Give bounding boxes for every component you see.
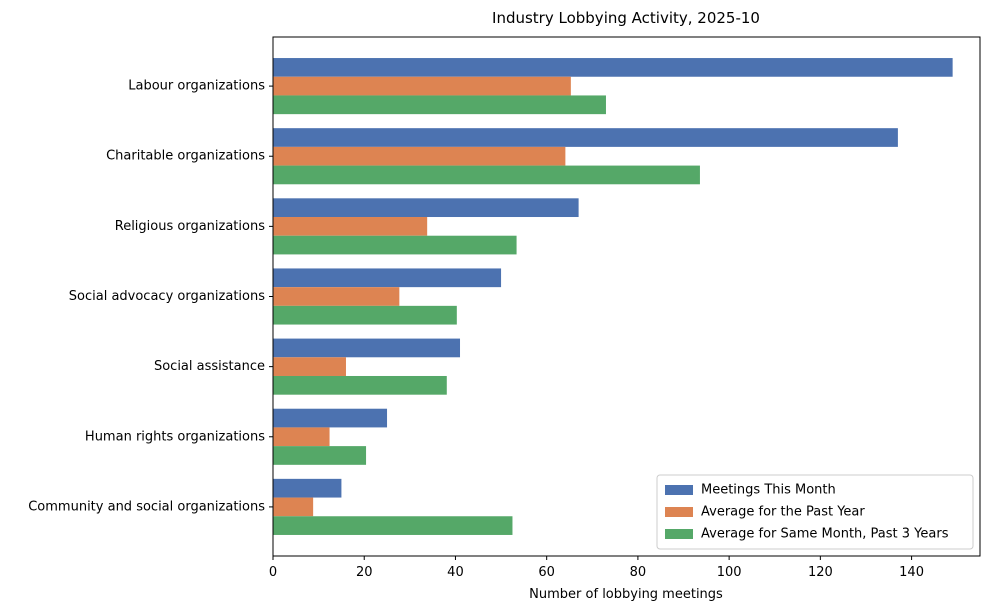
legend-swatch bbox=[665, 507, 693, 517]
x-tick-label: 40 bbox=[447, 565, 464, 580]
y-tick-label: Community and social organizations bbox=[28, 499, 265, 514]
bar bbox=[273, 128, 898, 147]
x-tick-label: 20 bbox=[356, 565, 373, 580]
bar bbox=[273, 95, 606, 115]
bar bbox=[273, 446, 367, 465]
bar bbox=[273, 198, 579, 218]
y-axis: Labour organizations Charitable organizat… bbox=[28, 79, 273, 514]
y-tick-label: Social assistance bbox=[154, 359, 265, 374]
bar bbox=[273, 427, 330, 447]
y-tick-label: Labour organizations bbox=[128, 79, 265, 94]
y-tick-label: Social advocacy organizations bbox=[69, 289, 265, 304]
y-tick-label: Religious organizations bbox=[115, 219, 265, 234]
y-tick-label: Human rights organizations bbox=[85, 429, 265, 444]
x-axis-label: Number of lobbying meetings bbox=[529, 587, 723, 602]
plot-frame bbox=[272, 36, 981, 557]
x-tick-label: 80 bbox=[630, 565, 647, 580]
x-tick-label: 0 bbox=[269, 565, 277, 580]
legend-swatch bbox=[665, 485, 693, 495]
bar bbox=[273, 268, 502, 288]
legend-swatch bbox=[665, 529, 693, 539]
x-tick-label: 140 bbox=[899, 565, 924, 580]
bar bbox=[273, 235, 517, 255]
bar bbox=[273, 165, 700, 185]
bar bbox=[273, 357, 346, 376]
bar bbox=[273, 478, 342, 498]
bar bbox=[273, 516, 513, 535]
bar bbox=[273, 338, 461, 358]
bar bbox=[273, 408, 388, 428]
bar bbox=[273, 58, 953, 77]
bar bbox=[273, 146, 566, 166]
legend-label: Average for the Past Year bbox=[701, 505, 865, 520]
x-tick-label: 100 bbox=[717, 565, 742, 580]
bars-layer bbox=[273, 58, 953, 535]
x-axis: 0 20 40 60 80 100 120 140 bbox=[269, 556, 924, 580]
bar bbox=[273, 76, 571, 96]
y-tick-label: Charitable organizations bbox=[106, 149, 265, 164]
legend-label: Meetings This Month bbox=[701, 483, 836, 498]
legend: Meetings This Month Average for the Past … bbox=[656, 474, 974, 550]
x-tick-label: 60 bbox=[538, 565, 555, 580]
legend-box bbox=[656, 474, 974, 550]
bar bbox=[273, 287, 400, 306]
bar bbox=[273, 497, 314, 517]
bar bbox=[273, 217, 428, 236]
x-tick-label: 120 bbox=[808, 565, 833, 580]
chart-title: Industry Lobbying Activity, 2025-10 bbox=[492, 9, 760, 27]
legend-label: Average for Same Month, Past 3 Years bbox=[701, 527, 949, 542]
bar bbox=[273, 375, 447, 395]
bar bbox=[273, 305, 457, 325]
